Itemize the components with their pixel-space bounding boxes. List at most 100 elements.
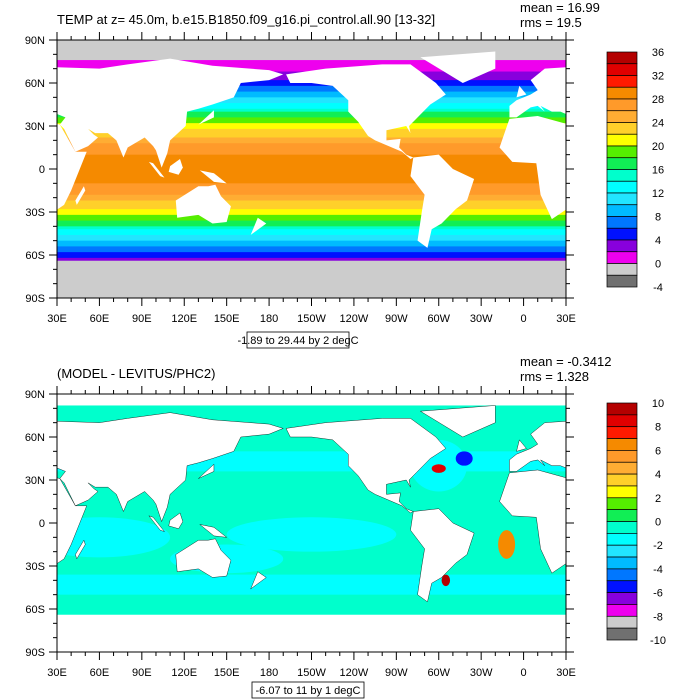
lat-label: 30S (25, 207, 45, 219)
field-band (57, 580, 566, 584)
field-band (57, 252, 566, 256)
field-band (57, 206, 566, 210)
field-band (57, 128, 566, 133)
colorbar-label: 20 (652, 141, 664, 153)
field-band (57, 485, 566, 490)
field-band (57, 103, 566, 107)
field-band (57, 85, 566, 90)
mean-value: mean = 16.99 (520, 0, 600, 15)
land-uk (8, 86, 18, 97)
colorbar-label: 28 (652, 94, 664, 106)
field-band (57, 611, 566, 616)
field-band (57, 54, 566, 58)
field-band (57, 203, 566, 207)
field-band (57, 597, 566, 601)
land-japan (198, 110, 214, 125)
field-band (57, 551, 566, 556)
land-uk (516, 85, 527, 98)
field-band (57, 588, 566, 593)
colorbar-label: 10 (652, 398, 664, 410)
land-eurasia (57, 412, 284, 523)
lon-label: 60W (427, 667, 450, 679)
lat-label: 60S (25, 604, 45, 616)
land-eurasia (509, 421, 566, 472)
land-greenland (420, 51, 496, 83)
field-band (57, 560, 566, 564)
field-band (57, 586, 566, 590)
field-band (57, 131, 566, 136)
field-band (57, 197, 566, 202)
colorbar-label: 0 (655, 259, 661, 271)
colorbar-box (606, 568, 638, 582)
anomaly-patch (455, 451, 473, 466)
field-band (57, 445, 566, 449)
colorbar-label: -2 (653, 540, 663, 552)
field-band (57, 237, 566, 242)
colorbar-label: 8 (655, 212, 661, 224)
field-band (57, 457, 566, 461)
colorbar-label: 4 (655, 469, 661, 481)
field-band (57, 194, 566, 199)
land-newzealand (250, 217, 267, 235)
lon-label: 150E (214, 667, 240, 679)
field-band (57, 166, 566, 170)
field-band (57, 226, 566, 230)
colorbar-box (606, 86, 638, 100)
land-uk (8, 440, 18, 451)
field-band (57, 474, 566, 478)
field-band (57, 200, 566, 204)
lon-label: 60E (90, 313, 110, 325)
colorbar-box (606, 51, 638, 65)
contour-info: -1.89 to 29.44 by 2 degC (237, 335, 358, 347)
colorbar-box (606, 169, 638, 182)
lat-label: 90S (25, 647, 45, 659)
lon-label: 0 (521, 313, 527, 325)
field-band (57, 234, 566, 239)
lat-label: 90N (25, 389, 45, 401)
colorbar-label: 0 (655, 517, 661, 529)
land-australia (175, 184, 231, 224)
colorbar-box (606, 227, 638, 241)
field-band (57, 183, 566, 187)
land-namerica (286, 64, 446, 159)
field-band (57, 408, 566, 412)
lat-label: 30N (25, 475, 45, 487)
colorbar-box (606, 556, 638, 570)
colorbar-box (606, 239, 638, 253)
field-band (57, 120, 566, 124)
field-band (57, 186, 566, 190)
lat-label: 30N (25, 121, 45, 133)
field-band (57, 223, 566, 227)
lon-label: 120E (171, 667, 197, 679)
land-greenland (419, 405, 496, 438)
colorbar-label: 36 (652, 47, 664, 59)
mean-value: mean = -0.3412 (520, 354, 611, 369)
land-africa (499, 115, 566, 220)
land-madagascar (584, 186, 594, 205)
field-band (57, 126, 566, 130)
field-band (57, 566, 566, 570)
colorbar-label: -4 (653, 564, 663, 576)
colorbar-box (606, 627, 638, 641)
colorbar-label: -6 (653, 588, 663, 600)
contour-info-box (246, 331, 350, 349)
field-band (57, 502, 566, 507)
field-band (57, 437, 566, 441)
land-borneo (168, 158, 183, 175)
field-band (57, 511, 566, 515)
colorbar-label: 24 (652, 118, 664, 130)
field-band (57, 220, 566, 224)
colorbar-label: 16 (652, 165, 664, 177)
field-band (57, 416, 566, 421)
panel-title: TEMP at z= 45.0m, b.e15.B1850.f09_g16.pi… (57, 12, 435, 27)
field-band (57, 405, 566, 409)
field-band (57, 212, 566, 216)
lon-label: 60W (427, 313, 450, 325)
field-band (57, 414, 566, 418)
colorbar-box (606, 402, 638, 416)
field-band (57, 557, 566, 561)
lon-label: 0 (521, 667, 527, 679)
field-band (57, 88, 566, 93)
contour-info-box (251, 681, 365, 699)
colorbar-label: 12 (652, 188, 664, 200)
